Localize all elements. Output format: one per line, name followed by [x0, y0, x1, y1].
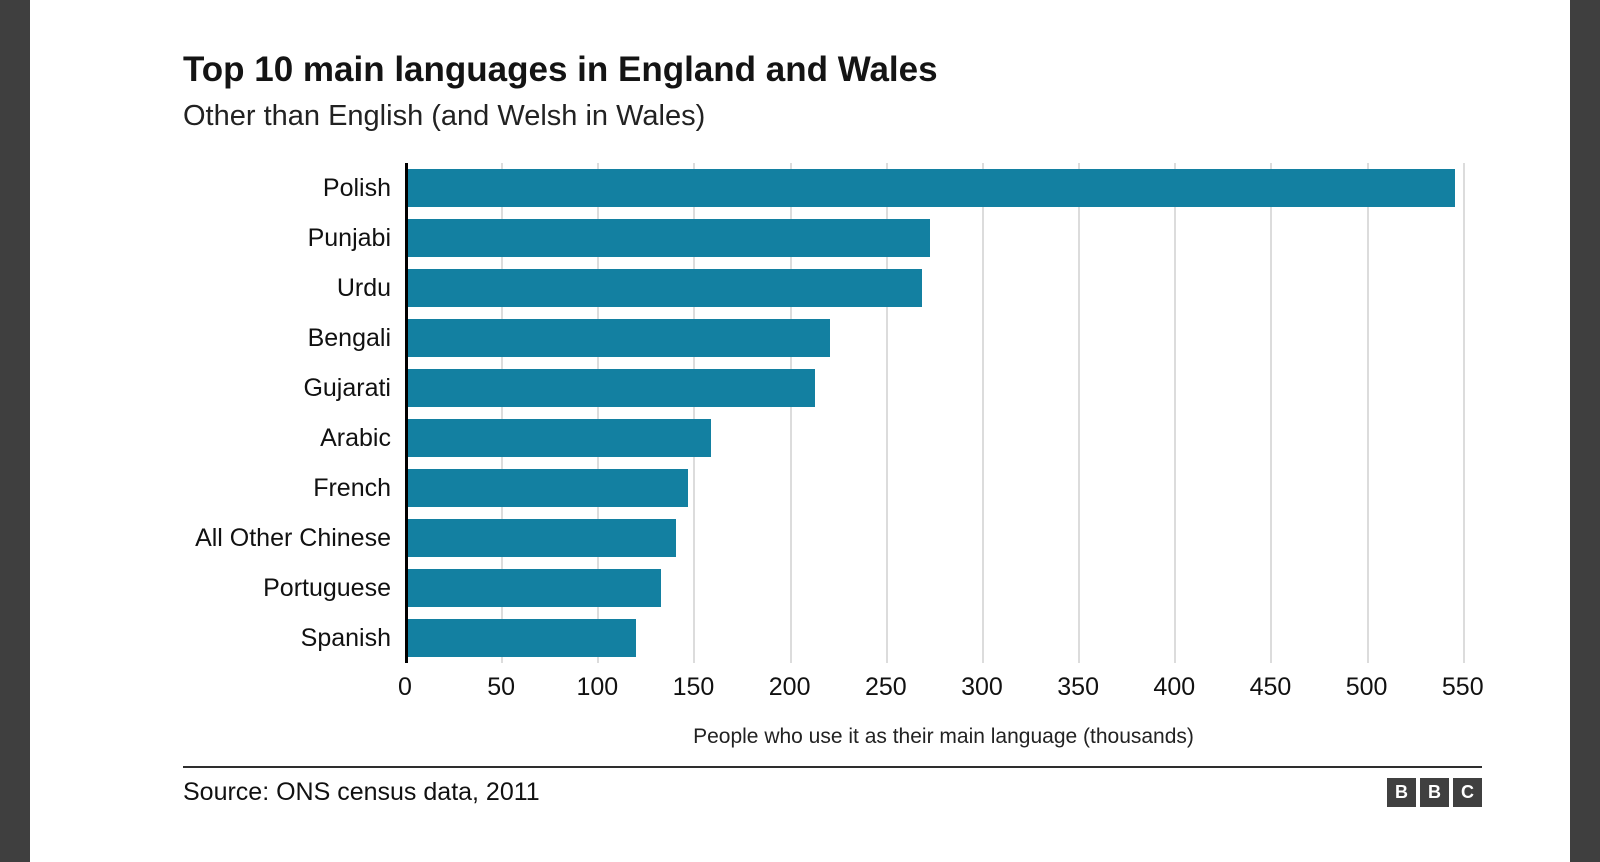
bar-label: Urdu: [336, 273, 391, 302]
gridline: [693, 163, 696, 663]
bar-row: [405, 163, 1482, 213]
bar-label: Gujarati: [303, 373, 391, 402]
bar-row: [405, 463, 1482, 513]
plot-column: 0 50 100 150 200 250 300 350 400 450 500 550 People…: [398, 163, 1484, 749]
x-tick-label: 450: [1249, 673, 1292, 701]
bar: [405, 269, 923, 307]
bar-label: Portuguese: [263, 573, 391, 602]
bar-row: [405, 613, 1482, 663]
gridline: [1270, 163, 1273, 663]
x-tick-label: 500: [1345, 673, 1388, 701]
x-tick-label: 100: [576, 673, 619, 701]
bar: [405, 369, 815, 407]
bar: [405, 219, 931, 257]
x-tick-label: 350: [1057, 673, 1099, 701]
bar-row: [405, 363, 1482, 413]
gridline: [1078, 163, 1081, 663]
bar-row: [405, 413, 1482, 463]
gridline: [1174, 163, 1177, 663]
gridline: [981, 163, 984, 663]
source-text: Source: ONS census data, 2011: [183, 778, 540, 806]
gridline: [789, 163, 792, 663]
plot-area: [405, 163, 1482, 663]
bar: [405, 619, 636, 657]
bar: [405, 469, 688, 507]
chart-subtitle: Other than English (and Welsh in Wales): [183, 100, 706, 132]
bar-chart: Polish Punjabi Urdu Bengali Gujarati Arabic Fr…: [183, 163, 1484, 749]
x-tick-label: 300: [961, 673, 1003, 701]
bar: [405, 319, 831, 357]
bbc-logo-letter: B: [1387, 778, 1416, 807]
gridline: [597, 163, 600, 663]
x-tick-label: 0: [398, 673, 412, 701]
bar-row: [405, 263, 1482, 313]
bar-row: [405, 563, 1482, 613]
bar-row: [405, 213, 1482, 263]
y-axis-line: [405, 163, 408, 663]
chart-card: Top 10 main languages in England and Wal…: [30, 0, 1570, 862]
bar-label: Arabic: [320, 423, 391, 452]
bar-labels: Polish Punjabi Urdu Bengali Gujarati Arabic Fr…: [183, 163, 405, 749]
gridline: [1366, 163, 1369, 663]
bar-label: Polish: [322, 173, 391, 202]
bar: [405, 419, 711, 457]
x-axis-title: People who use it as their main language…: [693, 725, 1194, 748]
gridline: [1462, 163, 1465, 663]
bar: [405, 519, 677, 557]
bbc-logo-letter: B: [1420, 778, 1449, 807]
bars-container: [405, 163, 1482, 663]
x-tick-label: 550: [1441, 673, 1484, 701]
bar-label: All Other Chinese: [195, 523, 391, 552]
x-ticks: 0 50 100 150 200 250 300 350 400 450 500 550: [398, 673, 1484, 709]
x-tick-label: 400: [1153, 673, 1196, 701]
x-tick-label: 200: [768, 673, 811, 701]
bar-row: [405, 313, 1482, 363]
x-tick-label: 50: [487, 673, 516, 701]
bar-label: Bengali: [307, 323, 391, 352]
x-tick-label: 150: [672, 673, 715, 701]
chart-content: Top 10 main languages in England and Wal…: [30, 0, 1570, 749]
bar-label: Spanish: [300, 623, 391, 652]
bar: [405, 169, 1456, 207]
x-tick-label: 250: [864, 673, 907, 701]
bar-row: [405, 513, 1482, 563]
bar-label: French: [313, 473, 391, 502]
bbc-logo-letter: C: [1453, 778, 1482, 807]
gridline: [501, 163, 504, 663]
gridlines: [405, 163, 1482, 663]
bar: [405, 569, 661, 607]
gridline: [885, 163, 888, 663]
chart-title: Top 10 main languages in England and Wal…: [183, 50, 938, 89]
bar-label: Punjabi: [307, 223, 391, 252]
